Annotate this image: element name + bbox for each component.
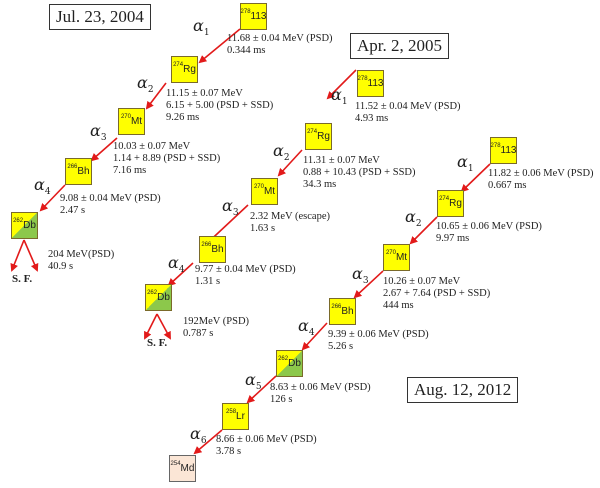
alpha-2-label: α2 <box>273 141 290 164</box>
decay-3-info: 10.03 ± 0.07 MeV 1.14 + 8.89 (PSD + SSD) 7… <box>113 141 221 176</box>
alpha-3-label: α3 <box>222 196 239 219</box>
nuclide-db-262: 262 Db <box>11 212 38 239</box>
alpha-1-label: α1 <box>193 16 210 39</box>
decay-4-info: 9.39 ± 0.06 MeV (PSD) 5.26 s <box>328 329 429 352</box>
alpha-6-label: α6 <box>190 424 207 447</box>
nuclide-bh-266: 266 Bh <box>199 236 226 263</box>
date-label-chain-3: Aug. 12, 2012 <box>407 377 519 403</box>
alpha-1-label: α1 <box>331 85 348 108</box>
nuclide-113-278: 278 113 <box>490 137 517 164</box>
alpha-4-label: α4 <box>168 253 185 276</box>
nuclide-bh-266: 266 Bh <box>65 158 92 185</box>
decay-2-info: 11.15 ± 0.07 MeV 6.15 + 5.00 (PSD + SSD) 9… <box>166 88 274 123</box>
fission-info: 204 MeV(PSD) 40.9 s <box>48 249 115 272</box>
nuclide-113-278: 278 113 <box>240 3 267 30</box>
decay-6-info: 8.66 ± 0.06 MeV (PSD) 3.78 s <box>216 434 317 457</box>
decay-2-info: 11.31 ± 0.07 MeV 0.88 + 10.43 (PSD + SSD)… <box>303 155 416 190</box>
nuclide-rg-274: 274 Rg <box>171 56 198 83</box>
alpha-3-label: α3 <box>90 121 107 144</box>
fission-info: 192MeV (PSD) 0.787 s <box>183 316 250 339</box>
decay-1-info: 11.82 ± 0.06 MeV (PSD) 0.667 ms <box>488 168 594 191</box>
nuclide-113-278: 278 113 <box>357 70 384 97</box>
alpha-4-label: α4 <box>298 316 315 339</box>
nuclide-lr-258: 258 Lr <box>222 403 249 430</box>
nuclide-bh-266: 266 Bh <box>329 298 356 325</box>
alpha-4-label: α4 <box>34 175 51 198</box>
nuclide-mt-270: 270 Mt <box>118 108 145 135</box>
decay-3-info: 10.26 ± 0.07 MeV 2.67 + 7.64 (PSD + SSD) 4… <box>383 276 491 311</box>
nuclide-mt-270: 270 Mt <box>251 178 278 205</box>
nuclide-rg-274: 274 Rg <box>305 123 332 150</box>
alpha-2-label: α2 <box>137 73 154 96</box>
date-label-chain-2: Apr. 2, 2005 <box>350 33 449 59</box>
decay-4-info: 9.08 ± 0.04 MeV (PSD) 2.47 s <box>60 193 161 216</box>
decay-3-info: 2.32 MeV (escape) 1.63 s <box>250 211 330 234</box>
alpha-3-label: α3 <box>352 264 369 287</box>
date-label-chain-1: Jul. 23, 2004 <box>49 4 151 30</box>
nuclide-md-254: 254 Md <box>169 455 196 482</box>
decay-2-info: 10.65 ± 0.06 MeV (PSD) 9.97 ms <box>436 221 542 244</box>
spontaneous-fission-label: S. F. <box>147 337 168 349</box>
nuclide-mt-270: 270 Mt <box>383 244 410 271</box>
decay-1-info: 11.52 ± 0.04 MeV (PSD) 4.93 ms <box>355 101 461 124</box>
alpha-2-label: α2 <box>405 207 422 230</box>
decay-1-info: 11.68 ± 0.04 MeV (PSD) 0.344 ms <box>227 33 333 56</box>
nuclide-db-262: 262 Db <box>145 284 172 311</box>
alpha-1-label: α1 <box>457 152 474 175</box>
nuclide-rg-274: 274 Rg <box>437 190 464 217</box>
decay-5-info: 8.63 ± 0.06 MeV (PSD) 126 s <box>270 382 371 405</box>
nuclide-db-262: 262 Db <box>276 350 303 377</box>
decay-4-info: 9.77 ± 0.04 MeV (PSD) 1.31 s <box>195 264 296 287</box>
alpha-5-label: α5 <box>245 370 262 393</box>
spontaneous-fission-label: S. F. <box>12 273 33 285</box>
